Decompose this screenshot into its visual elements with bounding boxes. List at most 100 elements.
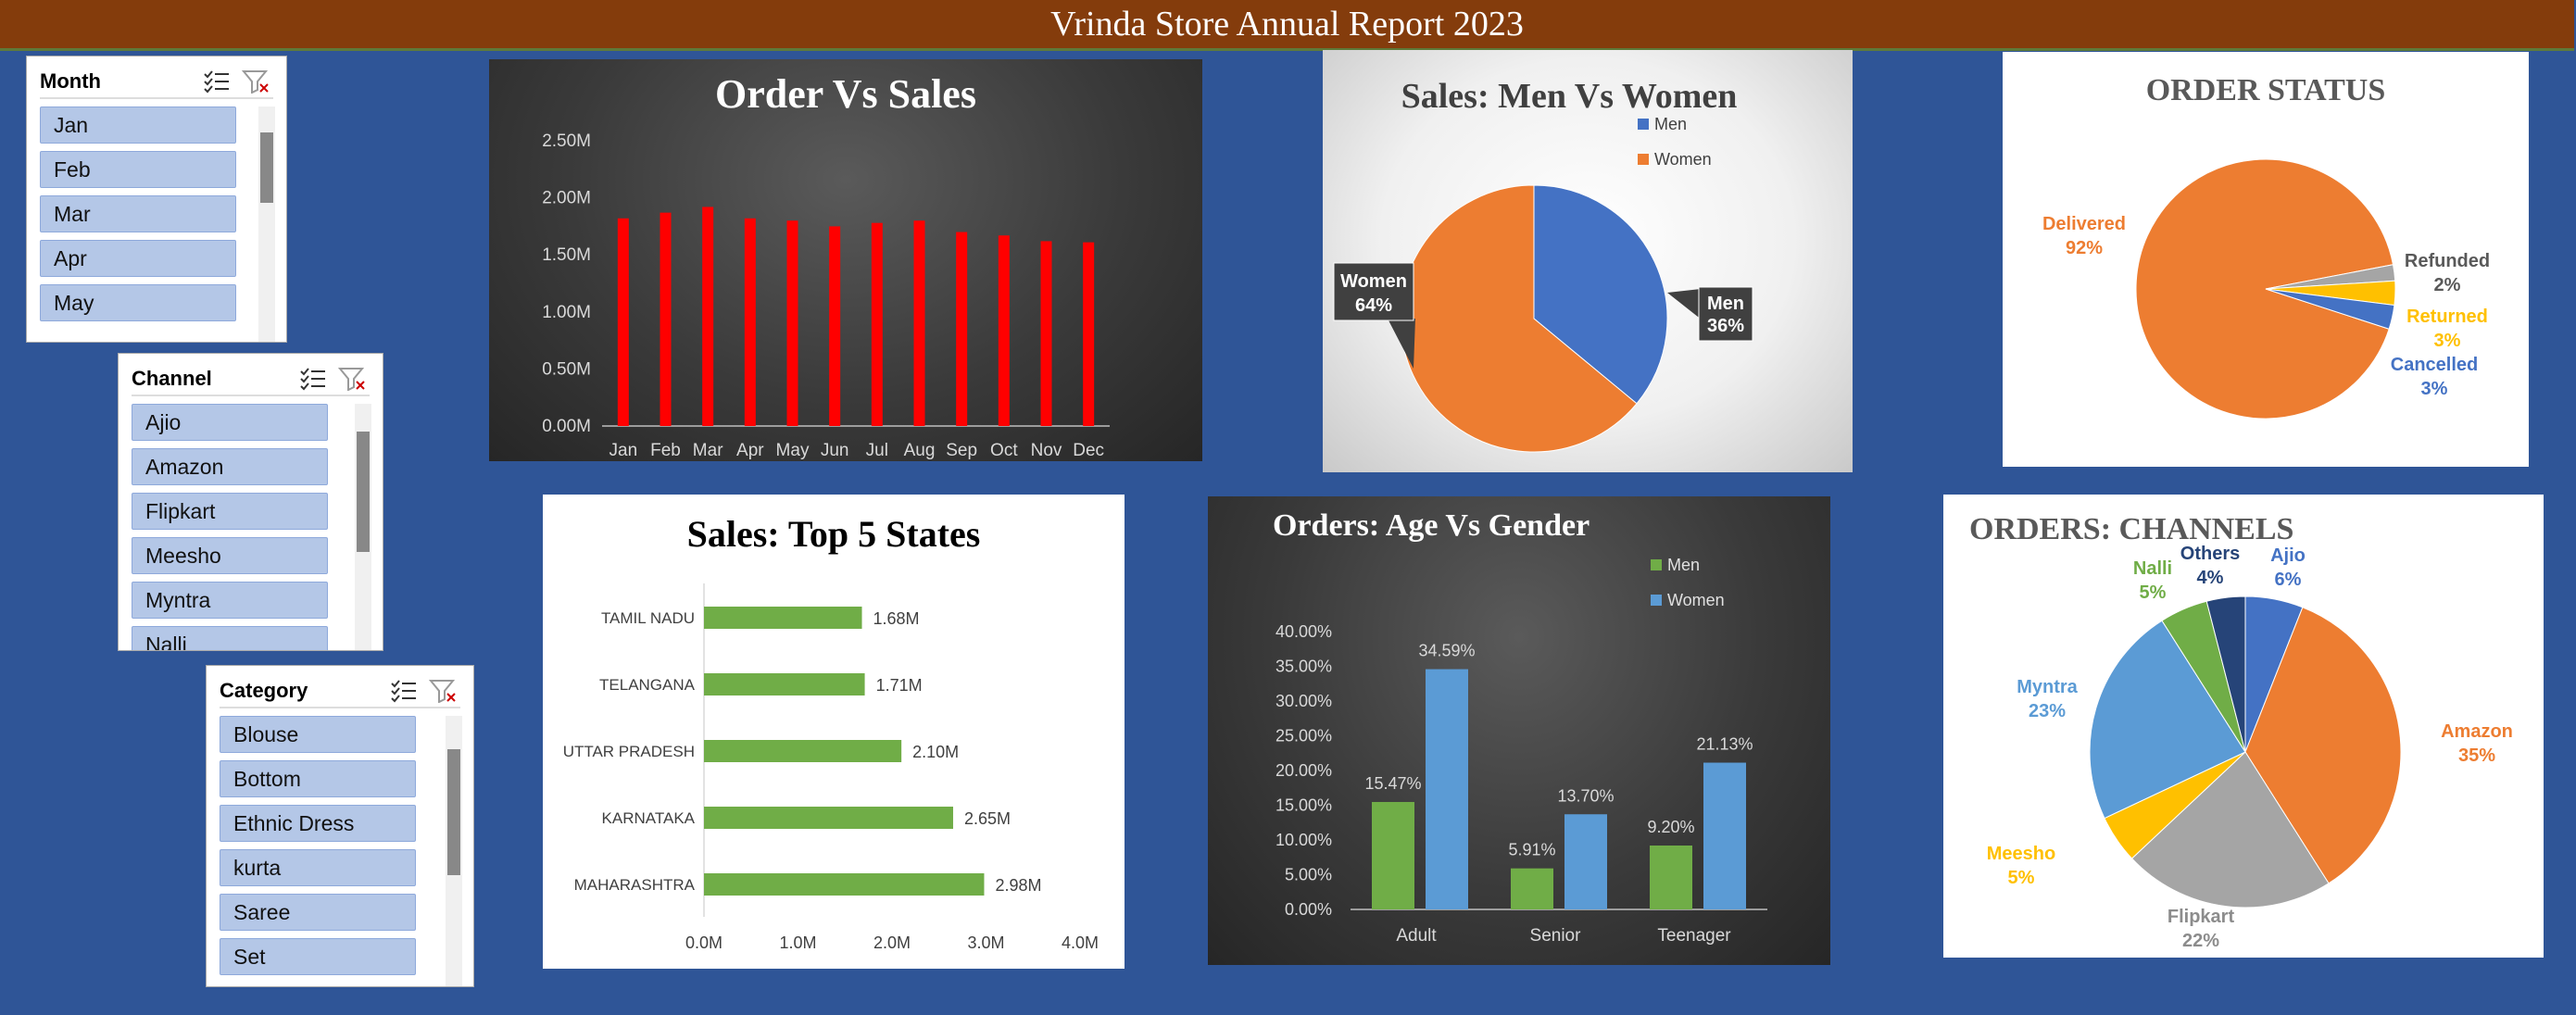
slicer-header: Month bbox=[40, 66, 273, 99]
slice-name-label: Others bbox=[2180, 544, 2240, 564]
slice-name-label: Myntra bbox=[2017, 677, 2078, 697]
slicer-item-myntra[interactable]: Myntra bbox=[132, 582, 328, 619]
y-tick-label: 1.50M bbox=[542, 245, 591, 265]
slicer-item-saree[interactable]: Saree bbox=[220, 894, 416, 931]
slicer-item-apr[interactable]: Apr bbox=[40, 240, 236, 277]
bar-teenager-men bbox=[1650, 846, 1692, 909]
scrollbar-thumb[interactable] bbox=[260, 132, 273, 203]
slicer-item-may[interactable]: May bbox=[40, 284, 236, 321]
bar-senior-women bbox=[1564, 814, 1607, 909]
bar-maharashtra bbox=[704, 873, 985, 896]
multi-select-icon[interactable] bbox=[299, 367, 327, 391]
month-slicer: Month Jan Feb Mar Apr May bbox=[26, 56, 287, 343]
y-tick-label: KARNATAKA bbox=[602, 809, 696, 827]
status-slice-cancelled bbox=[2265, 288, 2395, 330]
x-tick-label: Adult bbox=[1396, 926, 1437, 946]
bar-adult-men bbox=[1372, 801, 1414, 909]
bar-jun bbox=[829, 226, 841, 426]
y-tick-label: 30.00% bbox=[1275, 692, 1332, 710]
slicer-item-nalli[interactable]: Nalli bbox=[132, 626, 328, 650]
clear-filter-icon[interactable] bbox=[429, 679, 459, 703]
slicer-item-meesho[interactable]: Meesho bbox=[132, 537, 328, 574]
x-tick-label: Oct bbox=[990, 441, 1018, 460]
slice-name-label: Delivered bbox=[2042, 214, 2126, 234]
multi-select-icon[interactable] bbox=[390, 679, 418, 703]
channel-slice-myntra bbox=[2089, 620, 2246, 820]
slicer-item-blouse[interactable]: Blouse bbox=[220, 716, 416, 753]
y-tick-label: TELANGANA bbox=[599, 676, 696, 694]
bar-aug bbox=[913, 220, 925, 426]
bar-mar bbox=[702, 207, 714, 426]
order-vs-sales-chart: Order Vs Sales 0.00M 0.50M 1.00M 1.50M 2.00M 2… bbox=[542, 71, 1110, 460]
slicer-header: Channel bbox=[132, 363, 370, 396]
y-tick-label: 35.00% bbox=[1275, 658, 1332, 676]
slice-name-label: Amazon bbox=[2441, 721, 2513, 742]
data-label: 1.68M bbox=[873, 609, 920, 628]
slicer-item-mar[interactable]: Mar bbox=[40, 195, 236, 232]
bar-sep bbox=[956, 232, 968, 426]
slice-value-label: 64% bbox=[1355, 295, 1392, 316]
bar-nov bbox=[1040, 241, 1052, 426]
slicer-item-amazon[interactable]: Amazon bbox=[132, 448, 328, 485]
data-label: 5.91% bbox=[1508, 841, 1555, 859]
x-tick-label: Nov bbox=[1031, 441, 1062, 460]
slicer-item-ajio[interactable]: Ajio bbox=[132, 404, 328, 441]
slice-value-label: 3% bbox=[2434, 331, 2461, 351]
y-tick-label: 0.50M bbox=[542, 359, 591, 379]
slicer-item-feb[interactable]: Feb bbox=[40, 151, 236, 188]
slicer-item-jan[interactable]: Jan bbox=[40, 107, 236, 144]
y-tick-label: 5.00% bbox=[1285, 866, 1332, 884]
scrollbar-thumb[interactable] bbox=[447, 749, 460, 875]
bar-may bbox=[786, 220, 798, 426]
slicer-item-flipkart[interactable]: Flipkart bbox=[132, 493, 328, 530]
legend-swatch-women bbox=[1638, 154, 1649, 165]
y-tick-label: 20.00% bbox=[1275, 761, 1332, 780]
bar-feb bbox=[660, 212, 672, 426]
age-gender-chart: Orders: Age Vs Gender Men Women 0.00% 5.00% 1… bbox=[1273, 508, 1767, 946]
data-label: 2.65M bbox=[964, 809, 1011, 828]
y-tick-label: 10.00% bbox=[1275, 831, 1332, 849]
slicer-scrollbar[interactable] bbox=[355, 404, 371, 650]
top-states-chart: Sales: Top 5 States TAMIL NADU 1.68M TELANG… bbox=[563, 513, 1099, 952]
scrollbar-thumb[interactable] bbox=[357, 432, 370, 552]
sales-men-women-chart: Sales: Men Vs WomenMenWomenMen36%Women64… bbox=[1333, 77, 1753, 453]
slice-name-label: Nalli bbox=[2133, 558, 2172, 579]
slicer-title: Category bbox=[220, 679, 308, 702]
report-title: Vrinda Store Annual Report 2023 bbox=[0, 0, 2574, 51]
multi-select-icon[interactable] bbox=[203, 69, 231, 94]
slice-value-label: 35% bbox=[2458, 746, 2495, 766]
slice-name-label: Men bbox=[1707, 294, 1744, 314]
x-tick-label: Teenager bbox=[1657, 926, 1731, 946]
bar-jan bbox=[617, 218, 629, 426]
slicer-item-kurta[interactable]: kurta bbox=[220, 849, 416, 886]
callout-box-men bbox=[1698, 286, 1753, 342]
x-tick-label: Aug bbox=[904, 441, 936, 460]
x-tick-label: Dec bbox=[1073, 441, 1104, 460]
bar-dec bbox=[1083, 242, 1095, 426]
clear-filter-icon[interactable] bbox=[242, 69, 271, 94]
slice-value-label: 3% bbox=[2421, 379, 2448, 399]
slicer-item-set[interactable]: Set bbox=[220, 938, 416, 975]
slicer-item-ethnic-dress[interactable]: Ethnic Dress bbox=[220, 805, 416, 842]
slicer-scrollbar[interactable] bbox=[446, 716, 462, 986]
y-tick-label: 2.50M bbox=[542, 132, 591, 151]
slice-value-label: 6% bbox=[2275, 570, 2302, 590]
bar-oct bbox=[998, 235, 1010, 426]
channels-panel: ORDERS: CHANNELS Ajio 6% Amazon 35% Flipkart 2… bbox=[1943, 495, 2544, 958]
x-tick-label: 4.0M bbox=[1062, 934, 1099, 952]
slicer-scrollbar[interactable] bbox=[258, 107, 275, 342]
chart-title: ORDERS: CHANNELS bbox=[1969, 512, 2293, 546]
y-tick-label: 0.00M bbox=[542, 417, 591, 436]
gender-slice-men bbox=[1533, 184, 1668, 405]
category-slicer: Category Blouse Bottom Ethnic Dress kurta Sa… bbox=[206, 665, 474, 987]
clear-filter-icon[interactable] bbox=[338, 367, 368, 391]
gender-slice-women bbox=[1400, 184, 1638, 453]
y-tick-label: MAHARASHTRA bbox=[574, 876, 696, 894]
bar-apr bbox=[744, 218, 756, 426]
chart-title: Order Vs Sales bbox=[715, 71, 976, 117]
y-tick-label: 40.00% bbox=[1275, 622, 1332, 641]
slicer-item-bottom[interactable]: Bottom bbox=[220, 760, 416, 797]
slice-value-label: 4% bbox=[2197, 568, 2224, 588]
x-tick-label: 2.0M bbox=[873, 934, 911, 952]
legend-label: Men bbox=[1667, 556, 1700, 574]
